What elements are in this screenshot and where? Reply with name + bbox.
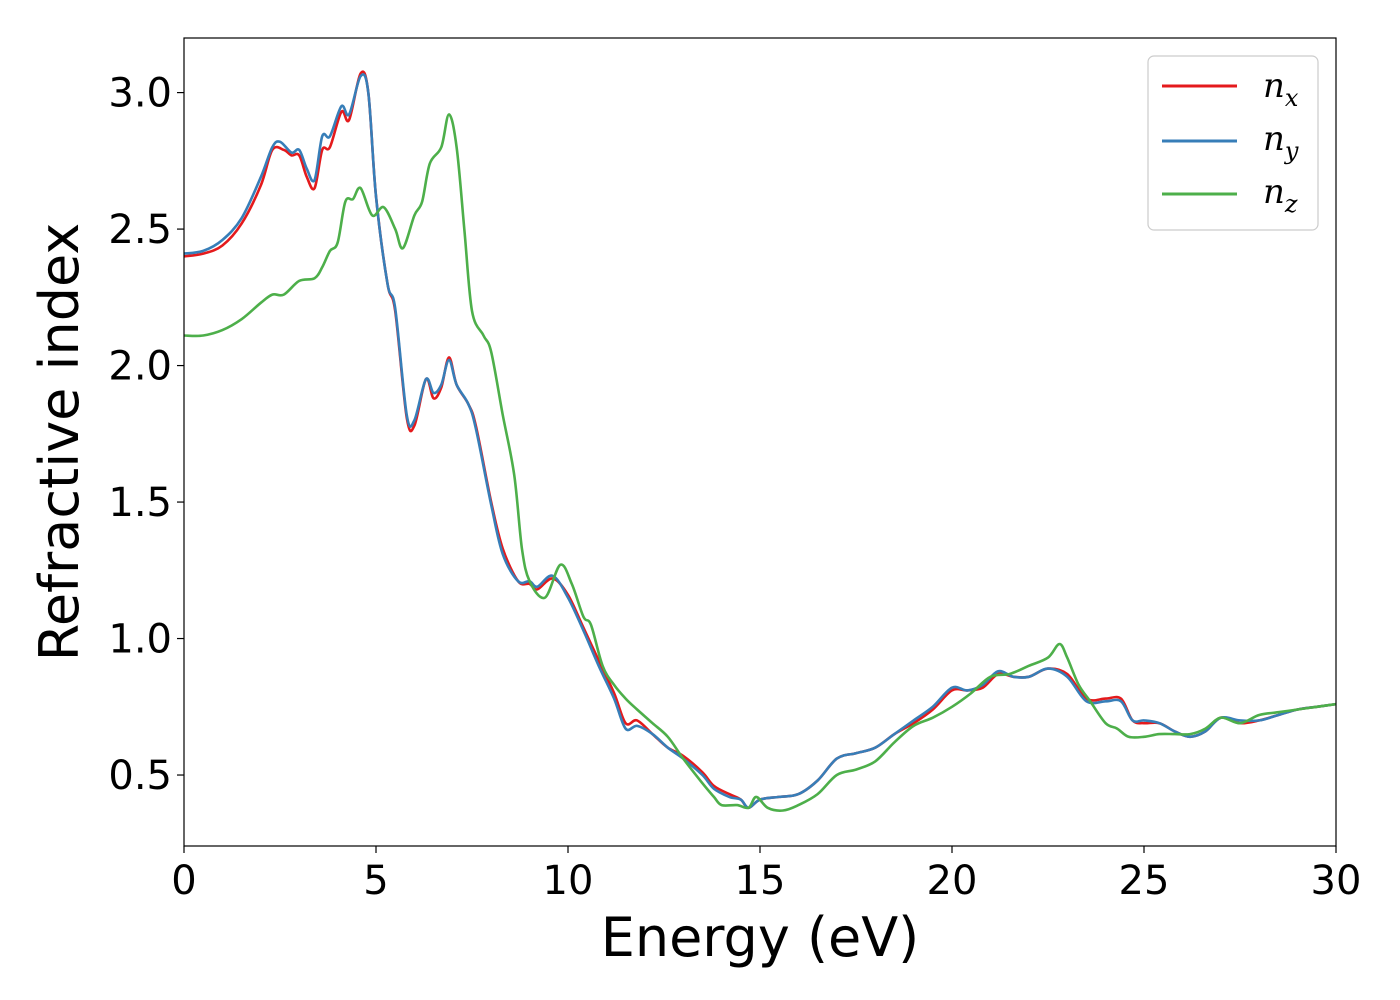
- x-tick-label: 25: [1119, 858, 1170, 904]
- x-tick-label: 10: [543, 858, 594, 904]
- y-tick-label: 2.5: [108, 207, 172, 253]
- y-axis-label: Refractive index: [28, 223, 91, 662]
- series-line-nz: [183, 113, 1337, 812]
- x-axis-label: Energy (eV): [601, 906, 920, 969]
- y-tick-label: 0.5: [108, 753, 172, 799]
- y-axis-ticks: 0.5 1.0 1.5 2.0 2.5 3.0: [108, 71, 184, 799]
- series-line-nx: [183, 70, 1337, 810]
- x-tick-label: 5: [363, 858, 388, 904]
- legend-label-nx: nx: [1263, 66, 1299, 112]
- plot-lines: [183, 70, 1337, 812]
- y-tick-label: 1.5: [108, 480, 172, 526]
- y-tick-label: 1.0: [108, 617, 172, 663]
- legend-label-nz: nz: [1263, 172, 1298, 218]
- x-tick-label: 0: [171, 858, 196, 904]
- x-tick-label: 20: [927, 858, 978, 904]
- y-tick-label: 2.0: [108, 344, 172, 390]
- x-tick-label: 15: [735, 858, 786, 904]
- y-tick-label: 3.0: [108, 71, 172, 117]
- legend: nx ny nz: [1147, 55, 1319, 231]
- series-line-ny: [183, 73, 1337, 810]
- x-tick-label: 30: [1311, 858, 1362, 904]
- x-axis-ticks: 0 5 10 15 20 25 30: [171, 846, 1361, 904]
- legend-label-ny: ny: [1263, 119, 1299, 165]
- legend-frame: [1147, 55, 1319, 231]
